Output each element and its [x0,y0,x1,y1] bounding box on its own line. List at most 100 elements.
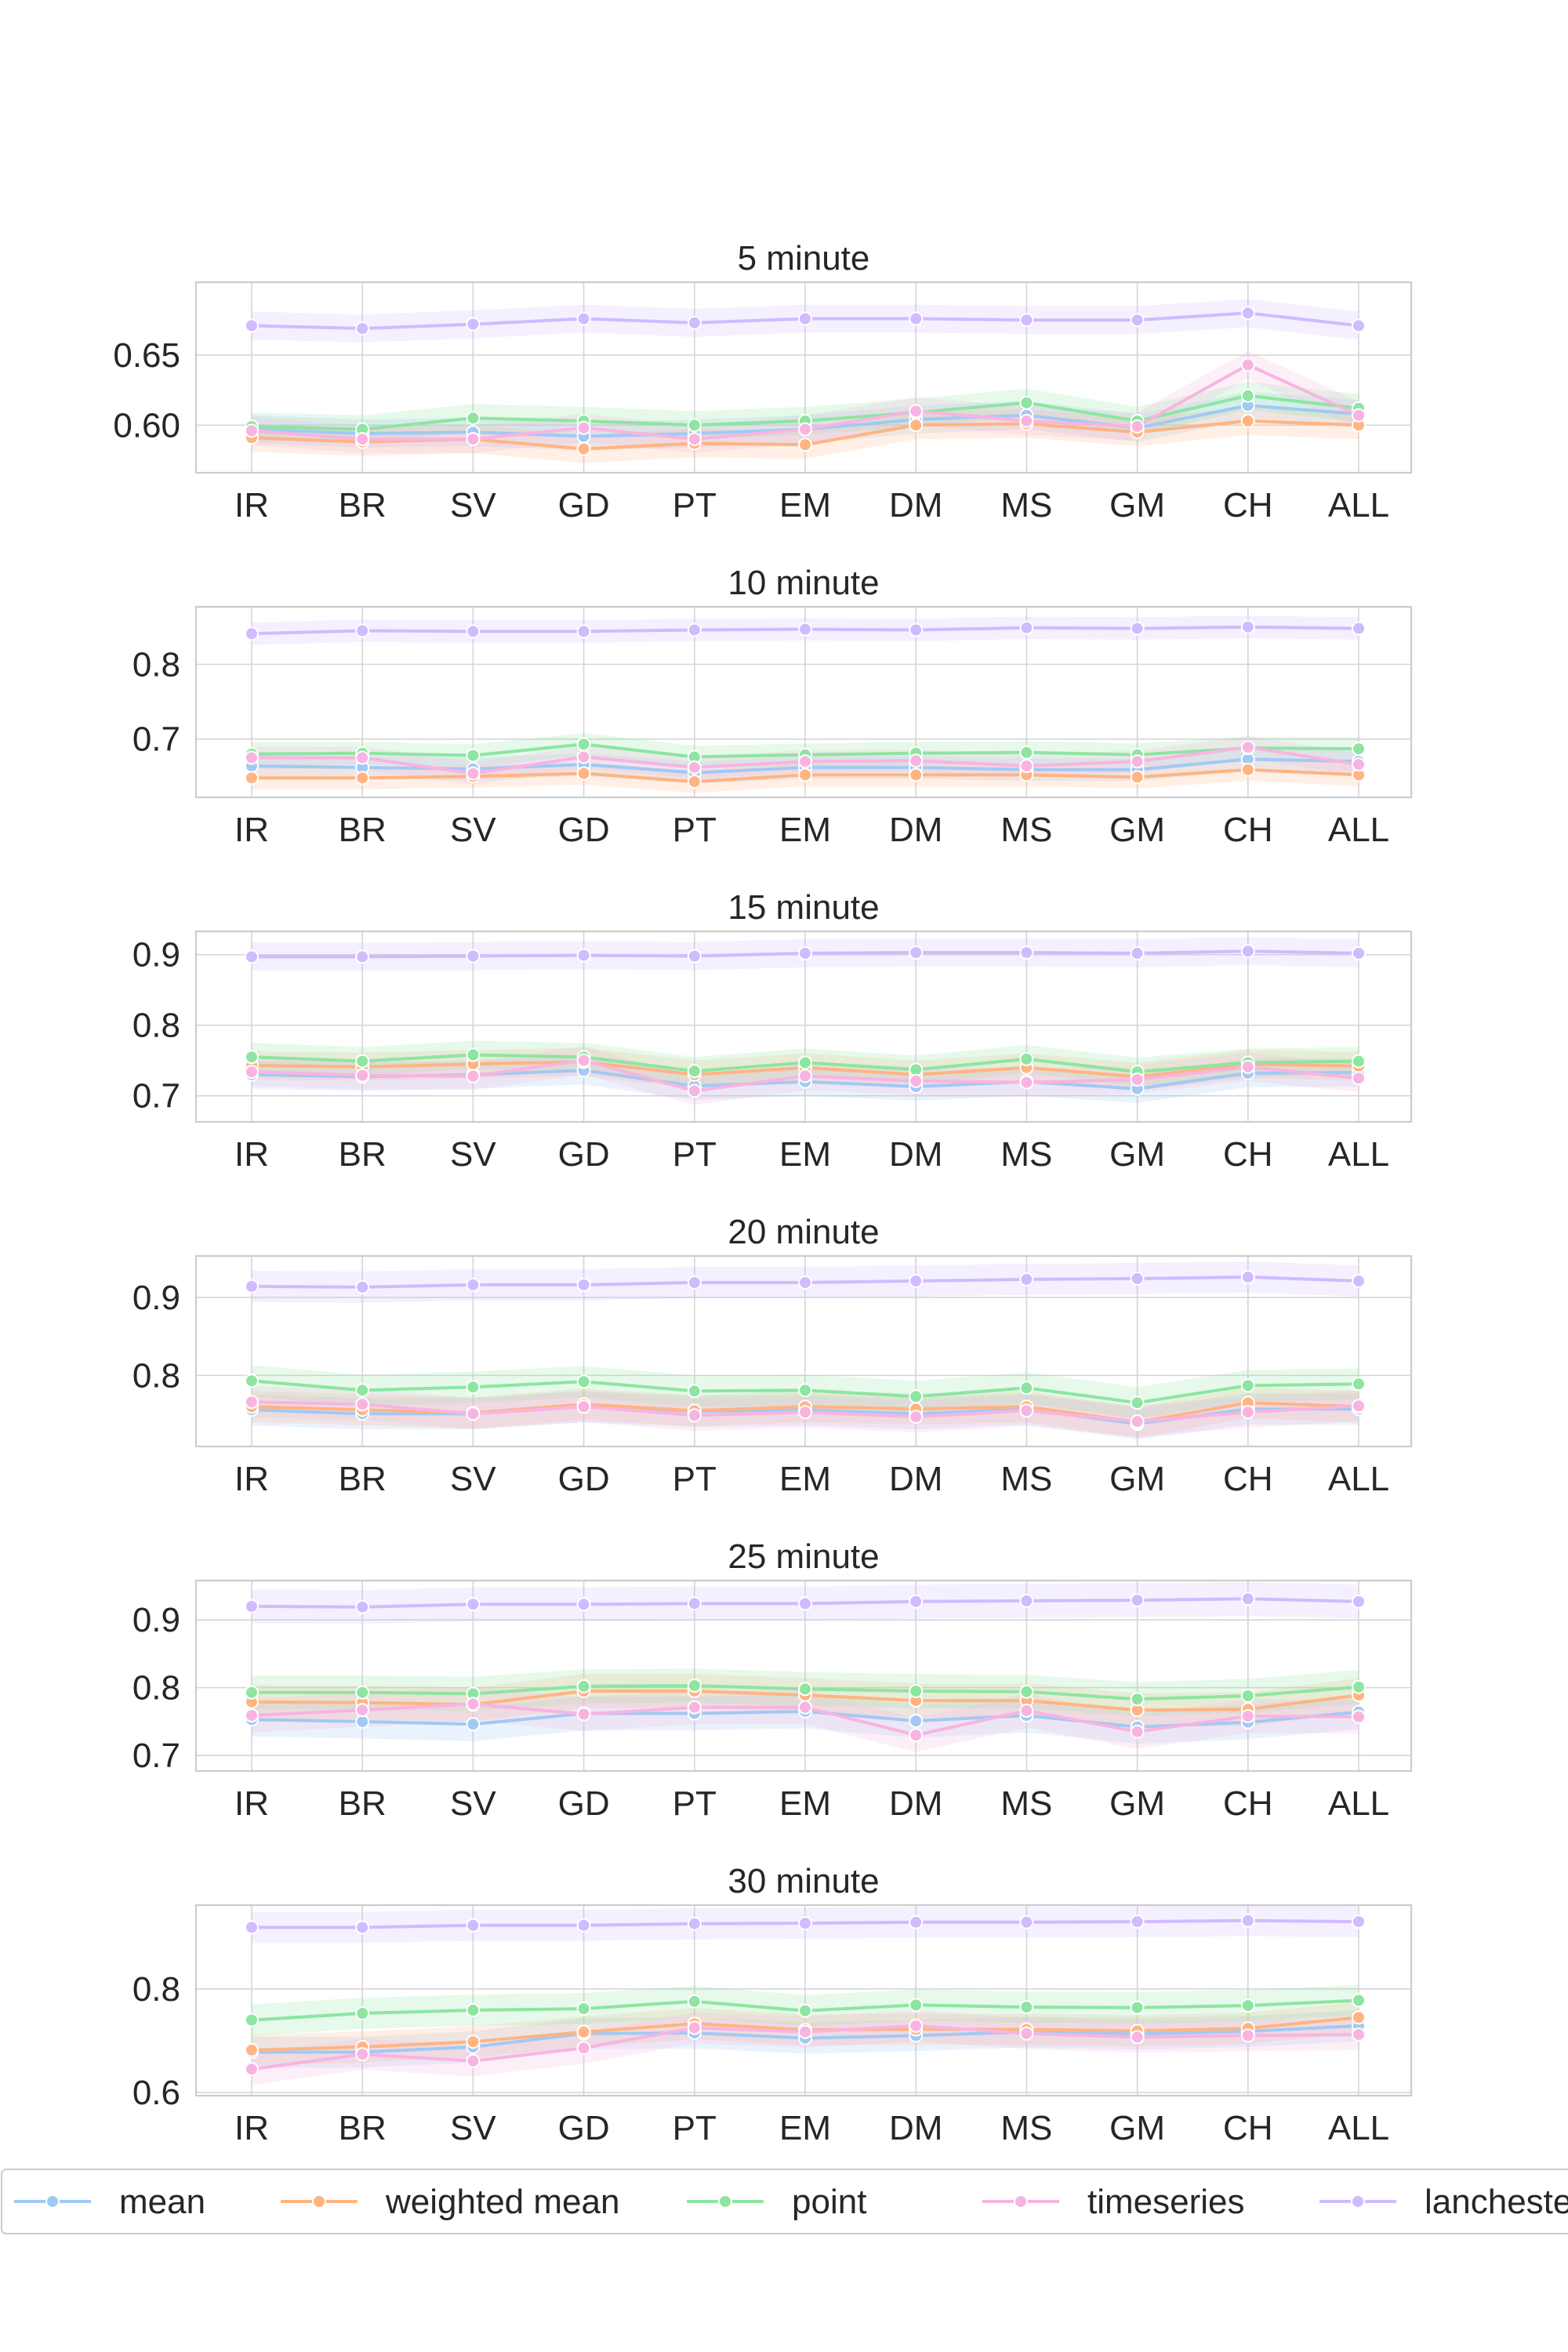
x-tick-label: SV [450,2109,496,2147]
x-tick-label: IR [234,486,269,524]
point-lanchester [245,1920,259,1935]
point-point [1352,1679,1366,1694]
x-tick-label: PT [673,1460,717,1498]
y-tick-label: 0.9 [132,936,180,975]
point-timeseries [1130,1073,1145,1087]
point-timeseries [687,1083,702,1098]
axes-frame [194,1579,1413,1773]
point-point [687,1994,702,2009]
point-lanchester [1130,1915,1145,1929]
point-point [576,737,591,752]
panel-3: 15 minute 0.7 0.8 0.9 IR BR SV GD PT EM DM MS GM CH AL… [132,888,1413,1174]
point-lanchester [466,1918,481,1933]
point-lanchester [687,315,702,330]
point-point [798,2003,812,2018]
point-timeseries [798,754,812,769]
point-weighted-mean [909,418,924,433]
point-lanchester [245,318,259,333]
point-timeseries [1130,1414,1145,1429]
point-lanchester [576,1597,591,1612]
point-mean [355,1714,370,1729]
x-tick-label: GD [558,486,610,524]
point-lanchester [1130,946,1145,960]
point-timeseries [355,750,370,765]
x-tick-label: GM [1109,486,1165,524]
point-lanchester [245,1599,259,1613]
point-lanchester [355,1279,370,1294]
y-tick-label: 0.6 [132,2074,180,2112]
point-point [1019,745,1034,760]
point-timeseries [355,2047,370,2062]
x-tick-label: SV [450,1135,496,1174]
point-point [687,418,702,433]
x-tick-label: GM [1109,1460,1165,1498]
legend: mean weighted mean point timeseries lanchest… [1,2169,1568,2234]
point-weighted-mean [355,771,370,786]
point-lanchester [576,948,591,963]
point-lanchester [576,311,591,326]
x-tick-label: EM [779,1784,831,1823]
point-timeseries [909,404,924,419]
point-timeseries [1130,754,1145,769]
point-point [909,1389,924,1404]
x-tick-label: DM [889,811,942,849]
legend-frame [1,2169,1568,2234]
point-lanchester [245,1279,259,1294]
point-point [1130,1692,1145,1707]
point-weighted-mean [576,441,591,456]
point-timeseries [245,2062,259,2077]
x-tick-label: CH [1223,2109,1273,2147]
x-tick-label: IR [234,2109,269,2147]
x-tick-label: CH [1223,1460,1273,1498]
panel-title: 20 minute [728,1213,879,1251]
point-timeseries [1019,1403,1034,1418]
point-lanchester [1240,1269,1255,1284]
axes-frame [194,605,1413,799]
point-lanchester [1019,1915,1034,1929]
panel-5: 25 minute 0.7 0.8 0.9 IR BR SV GD PT EM DM MS GM CH AL… [132,1537,1413,1823]
point-lanchester [466,317,481,332]
point-weighted-mean [466,2034,481,2049]
point-lanchester [1352,1594,1366,1609]
point-point [1352,1377,1366,1392]
x-tick-label: GM [1109,1784,1165,1823]
point-timeseries [1130,419,1145,434]
point-lanchester [1240,1913,1255,1928]
point-lanchester [1130,313,1145,328]
x-tick-label: SV [450,486,496,524]
point-lanchester [687,1596,702,1611]
point-timeseries [798,2024,812,2039]
point-lanchester [687,1275,702,1290]
point-lanchester [909,1915,924,1929]
point-lanchester [1019,313,1034,328]
point-weighted-mean [245,771,259,786]
point-timeseries [245,1395,259,1410]
point-timeseries [1240,1709,1255,1723]
point-timeseries [909,1728,924,1743]
point-timeseries [245,1065,259,1080]
point-lanchester [909,946,924,960]
x-tick-label: BR [339,1784,387,1823]
point-point [466,1047,481,1062]
x-tick-label: DM [889,1460,942,1498]
x-tick-label: GD [558,1784,610,1823]
point-point [1019,1381,1034,1396]
point-lanchester [1130,1271,1145,1286]
point-timeseries [909,1410,924,1425]
point-point [798,1383,812,1398]
point-timeseries [355,1397,370,1412]
point-lanchester [1130,621,1145,636]
point-timeseries [576,1053,591,1068]
x-tick-label: GM [1109,811,1165,849]
panel-title: 10 minute [728,564,879,602]
x-tick-label: MS [1000,811,1052,849]
point-timeseries [355,432,370,447]
point-weighted-mean [798,437,812,452]
point-timeseries [909,753,924,768]
point-lanchester [909,311,924,326]
x-tick-label: SV [450,1460,496,1498]
point-weighted-mean [909,768,924,782]
x-tick-label: GD [558,2109,610,2147]
x-tick-label: PT [673,1135,717,1174]
x-tick-label: BR [339,486,387,524]
